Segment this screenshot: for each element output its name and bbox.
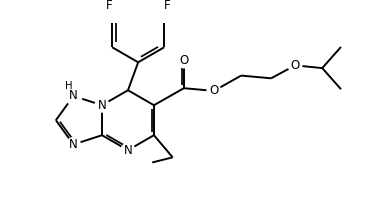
Text: O: O <box>290 59 299 72</box>
Text: N: N <box>69 138 78 151</box>
Text: F: F <box>163 0 170 12</box>
Circle shape <box>65 87 82 104</box>
Text: O: O <box>209 84 219 97</box>
Circle shape <box>95 98 109 112</box>
Circle shape <box>288 59 302 72</box>
Circle shape <box>67 138 80 151</box>
Text: N: N <box>69 89 78 102</box>
Circle shape <box>121 143 135 157</box>
Text: N: N <box>98 99 106 112</box>
Circle shape <box>207 84 221 98</box>
Text: H: H <box>65 81 72 91</box>
Text: O: O <box>179 54 189 67</box>
Circle shape <box>177 54 191 68</box>
Text: N: N <box>124 144 132 157</box>
Text: F: F <box>106 0 113 12</box>
